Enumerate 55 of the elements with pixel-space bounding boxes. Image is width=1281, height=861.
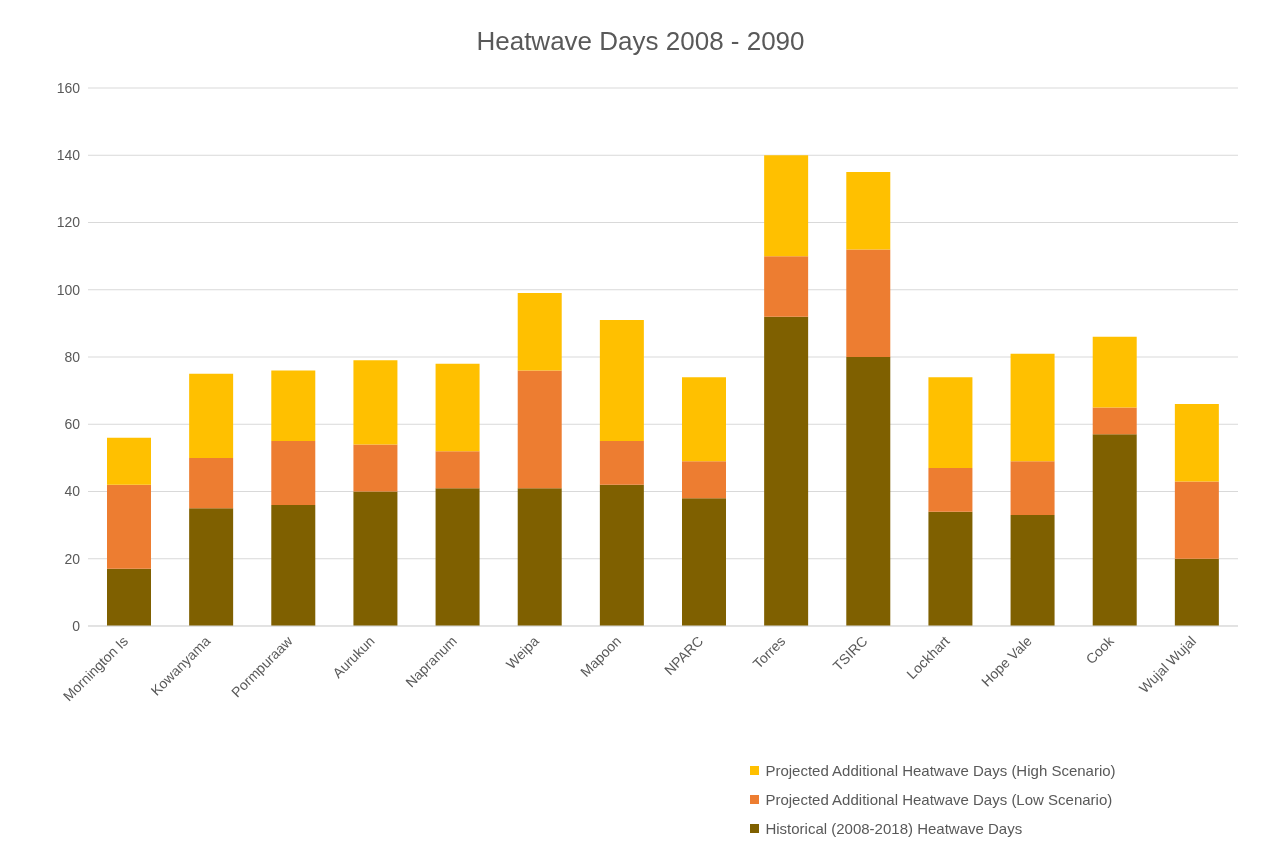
bar: [1010, 461, 1055, 516]
bar: [107, 568, 151, 626]
bar: [517, 293, 562, 371]
bar: [846, 249, 891, 357]
bar: [928, 511, 973, 626]
bar: [107, 437, 151, 485]
bar: [1174, 558, 1219, 626]
bar: [1092, 407, 1137, 435]
bar: [1174, 481, 1219, 559]
bar: [189, 508, 234, 626]
bar: [271, 504, 316, 626]
bar: [846, 357, 891, 626]
bar: [435, 488, 480, 626]
bar: [599, 484, 644, 626]
y-tick-label: 160: [56, 79, 81, 96]
y-tick-label: 100: [56, 281, 81, 298]
legend-label: Historical (2008-2018) Heatwave Days: [765, 820, 1023, 837]
bar: [353, 491, 398, 626]
bar: [1092, 434, 1137, 626]
legend-label: Projected Additional Heatwave Days (High Scenario): [765, 762, 1116, 779]
bar: [517, 488, 562, 626]
y-tick-label: 60: [64, 416, 81, 433]
bar: [599, 320, 644, 442]
bar: [682, 377, 726, 462]
bar: [682, 498, 726, 626]
bar: [1010, 515, 1055, 626]
bar: [928, 467, 973, 512]
bar: [107, 484, 151, 569]
legend-label: Projected Additional Heatwave Days (Low Scenario): [765, 791, 1113, 808]
y-tick-label: 80: [64, 348, 81, 365]
bar: [353, 360, 398, 445]
y-tick-label: 0: [72, 617, 81, 634]
bar: [435, 451, 480, 489]
bar: [353, 444, 398, 492]
bar: [764, 256, 809, 317]
bar: [928, 377, 973, 468]
bar: [846, 172, 891, 250]
bar: [682, 461, 726, 499]
y-tick-label: 40: [64, 483, 81, 500]
y-tick-label: 120: [56, 214, 81, 231]
y-tick-label: 20: [64, 550, 81, 567]
y-tick-label: 140: [56, 147, 81, 164]
bar: [764, 155, 809, 257]
bar: [435, 363, 480, 452]
bar: [271, 441, 316, 505]
bar: [1174, 404, 1219, 482]
bar: [1092, 336, 1137, 408]
bar: [271, 370, 316, 442]
bar: [189, 457, 234, 509]
chart-title: Heatwave Days 2008 - 2090: [475, 25, 806, 58]
bar: [517, 370, 562, 489]
bar: [1010, 353, 1055, 462]
bar: [764, 316, 809, 626]
bar: [599, 441, 644, 485]
bar: [189, 373, 234, 458]
